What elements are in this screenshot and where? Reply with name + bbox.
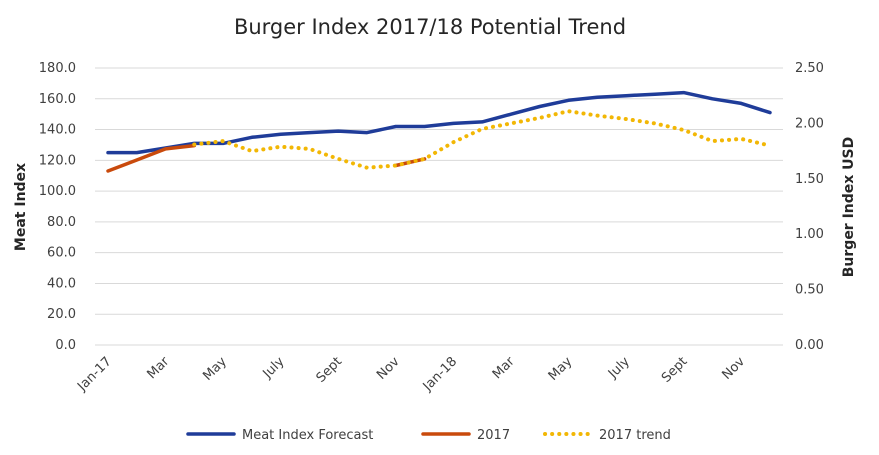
x-tick-label: Nov (719, 354, 748, 383)
right-tick-label: 1.00 (795, 227, 824, 242)
right-tick-label: 2.00 (795, 116, 824, 131)
x-tick-label: Jan-18 (420, 354, 461, 395)
series-line-2 (106, 143, 197, 173)
right-tick-label: 0.00 (795, 338, 824, 353)
right-axis-ticks: 0.00 0.50 1.00 1.50 2.00 2.50 (795, 61, 824, 353)
left-tick-label: 20.0 (47, 307, 76, 322)
x-tick-label: Sept (314, 354, 346, 386)
series-lines (106, 90, 772, 173)
left-tick-label: 180.0 (39, 61, 76, 76)
left-tick-label: 80.0 (47, 215, 76, 230)
right-tick-label: 2.50 (795, 61, 824, 76)
left-tick-label: 100.0 (39, 184, 76, 199)
left-tick-label: 160.0 (39, 92, 76, 107)
chart-title: Burger Index 2017/18 Potential Trend (234, 15, 626, 39)
x-tick-label: Jan-17 (74, 354, 115, 395)
left-axis-ticks: 0.0 20.0 40.0 60.0 80.0 100.0 120.0 140.0 160.0 1… (39, 61, 76, 353)
x-tick-label: Nov (374, 354, 403, 383)
left-tick-label: 40.0 (47, 276, 76, 291)
left-tick-label: 140.0 (39, 123, 76, 138)
legend-label: 2017 trend (599, 428, 671, 443)
x-tick-label: May (546, 354, 576, 384)
left-tick-label: 120.0 (39, 153, 76, 168)
left-tick-label: 60.0 (47, 246, 76, 261)
gridlines (95, 67, 783, 346)
x-tick-label: Mar (144, 354, 172, 382)
legend: Meat Index Forecast 2017 2017 trend (186, 428, 671, 443)
legend-label: Meat Index Forecast (242, 428, 373, 443)
left-axis-title: Meat Index (13, 163, 29, 251)
right-axis-title: Burger Index USD (841, 137, 857, 278)
left-tick-label: 0.0 (55, 338, 76, 353)
x-tick-label: Sept (659, 354, 691, 386)
x-tick-label: May (200, 354, 230, 384)
x-tick-label: July (260, 354, 288, 382)
x-tick-label: Mar (490, 354, 518, 382)
series-line-3 (192, 109, 772, 170)
right-tick-label: 0.50 (795, 283, 824, 298)
x-axis-ticks: Jan-17 Mar May July Sept Nov Jan-18 Mar May July S… (74, 354, 748, 395)
x-tick-label: July (605, 354, 633, 382)
legend-label: 2017 (477, 428, 510, 443)
series-line-1 (106, 90, 772, 155)
right-tick-label: 1.50 (795, 172, 824, 187)
